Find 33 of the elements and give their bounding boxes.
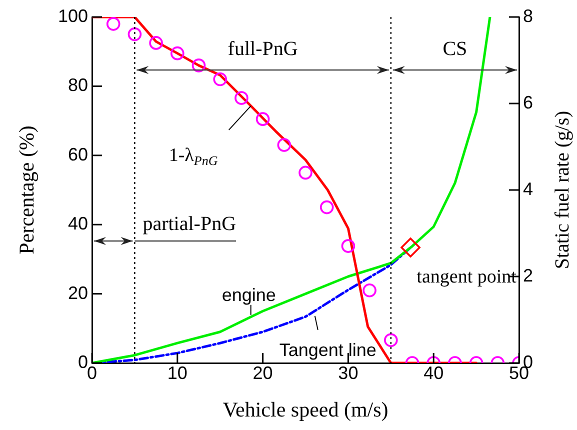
point — [213, 72, 227, 86]
x-tick-label: 30 — [338, 362, 358, 383]
annotation: CS — [442, 38, 468, 60]
point — [277, 138, 292, 152]
y-tick-label: 60 — [68, 144, 88, 164]
annotation: partial-PnG — [142, 213, 236, 235]
point — [192, 58, 206, 72]
y-tick-label: 40 — [68, 214, 88, 234]
annotation: full-PnG — [228, 38, 298, 60]
y2-tick-label: 6 — [523, 92, 534, 112]
y2-axis-title: Static fuel rate (g/s) — [551, 110, 574, 270]
point — [298, 166, 312, 180]
annotation: Tangent line — [279, 340, 376, 360]
y-tick-label: 20 — [68, 282, 88, 303]
y2-tick-label: 4 — [523, 178, 534, 199]
annotation: engine — [222, 284, 276, 305]
point — [170, 46, 184, 60]
y2-tick-label: 8 — [523, 6, 534, 26]
point — [234, 91, 248, 105]
x-tick-label: 40 — [424, 362, 444, 383]
x-tick-label: 20 — [252, 362, 273, 383]
annotation: tangent point — [416, 266, 518, 288]
y-axis-title: Percentage (%) — [14, 126, 39, 254]
point — [149, 36, 163, 50]
x-tick-label: 10 — [167, 362, 188, 383]
point — [106, 17, 120, 31]
y-tick-label: 80 — [68, 75, 88, 96]
point — [320, 200, 334, 214]
x-axis-title: Vehicle speed (m/s) — [222, 398, 388, 422]
point — [128, 27, 142, 42]
point — [256, 112, 270, 126]
y-tick-label: 100 — [58, 6, 88, 26]
y2-tick-label: 2 — [523, 265, 534, 286]
